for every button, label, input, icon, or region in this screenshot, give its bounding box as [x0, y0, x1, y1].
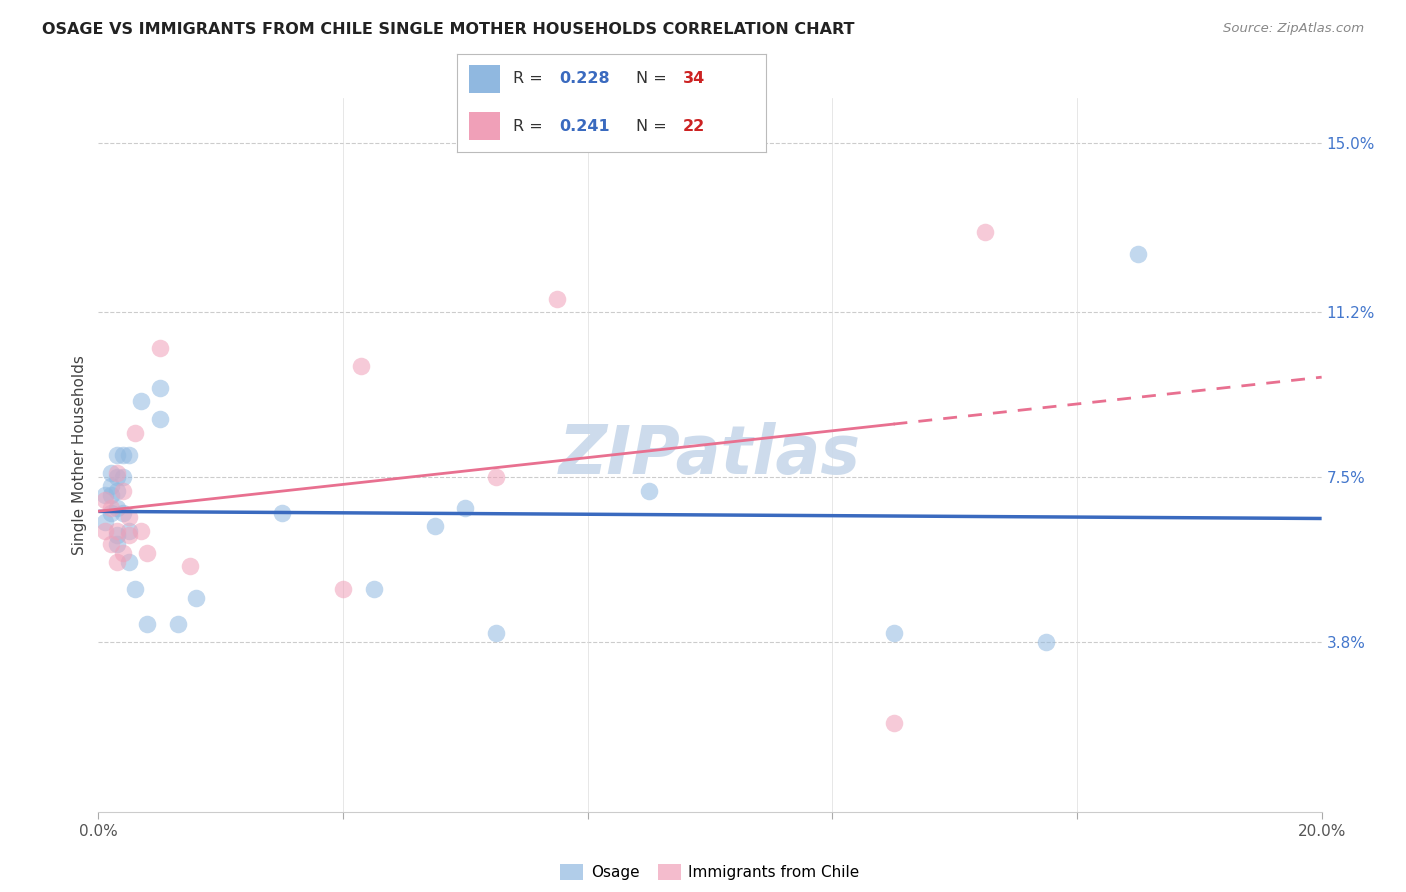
Point — [149, 381, 172, 395]
Point — [1035, 635, 1057, 649]
Point — [186, 591, 208, 605]
Text: R =: R = — [513, 71, 547, 86]
Point — [124, 582, 146, 596]
Point — [454, 501, 477, 516]
Point — [485, 470, 508, 484]
Text: 0.228: 0.228 — [560, 71, 610, 86]
Point — [105, 528, 128, 542]
Point — [118, 510, 141, 524]
Point — [111, 483, 134, 498]
Y-axis label: Single Mother Households: Single Mother Households — [72, 355, 87, 555]
Point — [100, 466, 122, 480]
Legend: Osage, Immigrants from Chile: Osage, Immigrants from Chile — [554, 858, 866, 886]
Point — [124, 425, 146, 440]
Text: N =: N = — [637, 120, 672, 134]
Text: 22: 22 — [683, 120, 704, 134]
Point — [100, 537, 122, 551]
Point — [118, 555, 141, 569]
Point — [93, 515, 115, 529]
Text: ZIPatlas: ZIPatlas — [560, 422, 860, 488]
Point — [105, 537, 128, 551]
Point — [129, 394, 152, 409]
Point — [105, 470, 128, 484]
Point — [883, 626, 905, 640]
Point — [179, 559, 201, 574]
Text: 0.241: 0.241 — [560, 120, 610, 134]
Point — [136, 546, 159, 560]
Text: OSAGE VS IMMIGRANTS FROM CHILE SINGLE MOTHER HOUSEHOLDS CORRELATION CHART: OSAGE VS IMMIGRANTS FROM CHILE SINGLE MO… — [42, 22, 855, 37]
Point — [883, 715, 905, 730]
FancyBboxPatch shape — [470, 112, 501, 140]
Point — [118, 524, 141, 538]
Point — [332, 582, 354, 596]
Point — [149, 341, 172, 355]
Text: R =: R = — [513, 120, 547, 134]
Text: Source: ZipAtlas.com: Source: ZipAtlas.com — [1223, 22, 1364, 36]
Point — [546, 292, 568, 306]
Point — [129, 524, 152, 538]
Point — [111, 448, 134, 462]
Point — [111, 470, 134, 484]
Point — [363, 582, 385, 596]
Point — [1128, 247, 1150, 261]
Point — [93, 524, 115, 538]
Point — [105, 501, 128, 516]
Text: 34: 34 — [683, 71, 704, 86]
Point — [93, 488, 115, 502]
Point — [100, 488, 122, 502]
Point — [105, 524, 128, 538]
Point — [485, 626, 508, 640]
Point — [350, 359, 373, 373]
Point — [105, 466, 128, 480]
Point — [118, 448, 141, 462]
Point — [105, 448, 128, 462]
Point — [167, 617, 190, 632]
Point — [118, 528, 141, 542]
Point — [149, 412, 172, 426]
Point — [105, 483, 128, 498]
Point — [974, 225, 997, 239]
Point — [111, 546, 134, 560]
FancyBboxPatch shape — [470, 65, 501, 93]
Point — [423, 519, 446, 533]
Point — [136, 617, 159, 632]
Point — [93, 492, 115, 507]
Point — [100, 479, 122, 493]
Point — [637, 483, 661, 498]
Point — [111, 506, 134, 520]
Point — [270, 506, 292, 520]
Text: N =: N = — [637, 71, 672, 86]
Point — [100, 501, 122, 516]
Point — [100, 506, 122, 520]
Point — [105, 555, 128, 569]
